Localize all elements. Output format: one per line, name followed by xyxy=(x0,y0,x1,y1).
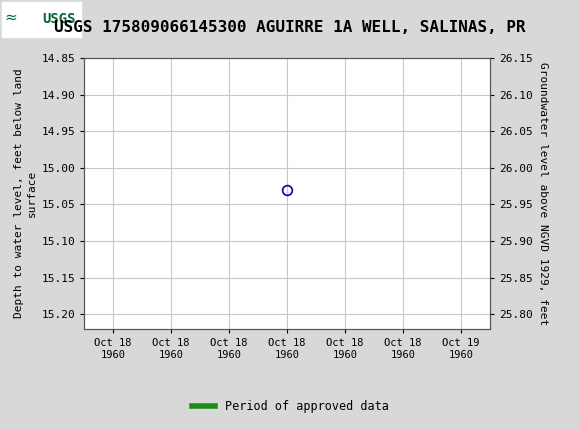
Y-axis label: Depth to water level, feet below land
surface: Depth to water level, feet below land su… xyxy=(14,69,37,318)
Text: USGS 175809066145300 AGUIRRE 1A WELL, SALINAS, PR: USGS 175809066145300 AGUIRRE 1A WELL, SA… xyxy=(54,21,526,35)
Text: USGS: USGS xyxy=(42,12,75,26)
Y-axis label: Groundwater level above NGVD 1929, feet: Groundwater level above NGVD 1929, feet xyxy=(538,62,549,325)
FancyBboxPatch shape xyxy=(2,3,81,37)
Text: ≈: ≈ xyxy=(5,10,17,25)
Legend: Period of approved data: Period of approved data xyxy=(187,395,393,418)
